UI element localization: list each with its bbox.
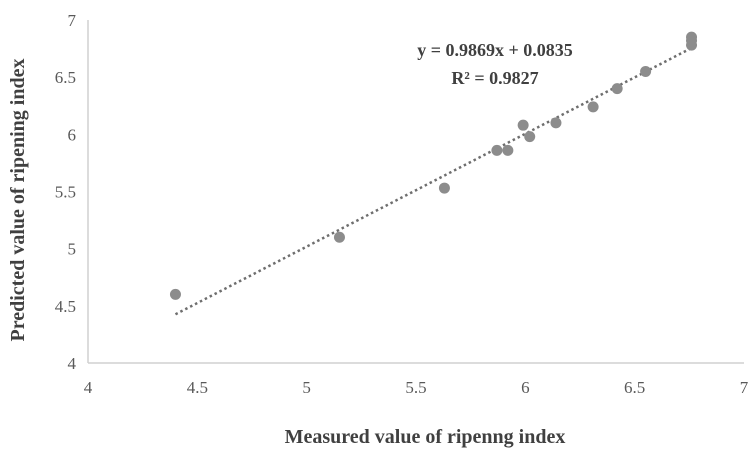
data-point <box>169 288 181 300</box>
axes <box>87 20 744 364</box>
y-tick-label: 7 <box>68 11 77 30</box>
tick-labels: 4 4.5 5 5.5 6 6.5 7 4 4.5 5 5.5 6 6.5 7 <box>55 11 749 397</box>
data-point <box>491 144 503 156</box>
y-tick-label: 4.5 <box>55 297 76 316</box>
data-point <box>640 65 652 77</box>
y-tick-label: 5.5 <box>55 183 76 202</box>
data-point <box>517 119 529 131</box>
x-tick-label: 7 <box>740 378 749 397</box>
x-tick-label: 4 <box>84 378 93 397</box>
data-point <box>611 83 623 95</box>
y-tick-label: 4 <box>68 354 77 373</box>
data-point <box>333 231 345 243</box>
x-tick-label: 5 <box>302 378 311 397</box>
x-tick-label: 4.5 <box>187 378 208 397</box>
data-point <box>502 144 514 156</box>
regression-equation: y = 0.9869x + 0.0835 <box>417 40 573 60</box>
x-tick-label: 5.5 <box>405 378 426 397</box>
data-point <box>524 131 536 143</box>
y-tick-label: 5 <box>68 240 77 259</box>
data-point <box>550 117 562 129</box>
x-tick-label: 6 <box>521 378 530 397</box>
y-tick-label: 6 <box>68 125 77 144</box>
r-squared-label: R² = 0.9827 <box>451 68 538 88</box>
y-tick-label: 6.5 <box>55 68 76 87</box>
data-point <box>438 182 450 194</box>
x-tick-label: 6.5 <box>624 378 645 397</box>
data-point <box>686 31 698 43</box>
x-axis-label: Measured value of ripenng index <box>285 426 566 448</box>
y-axis-label: Predicted value of ripening index <box>7 59 29 342</box>
data-points <box>169 31 698 300</box>
data-point <box>587 101 599 113</box>
